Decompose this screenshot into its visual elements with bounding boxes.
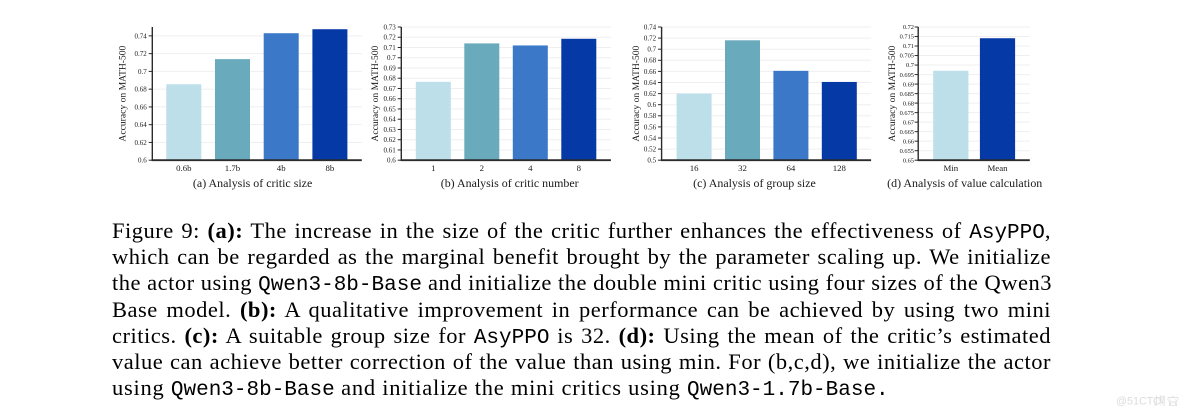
svg-text:8: 8 — [577, 163, 582, 173]
svg-text:64: 64 — [787, 163, 796, 173]
svg-text:32: 32 — [738, 163, 747, 173]
svg-text:0.7: 0.7 — [138, 68, 147, 76]
svg-text:0.68: 0.68 — [644, 57, 657, 65]
svg-text:0.7: 0.7 — [647, 46, 656, 54]
svg-text:0.6: 0.6 — [387, 157, 396, 165]
svg-text:0.74: 0.74 — [644, 23, 657, 31]
svg-text:0.72: 0.72 — [135, 50, 148, 58]
svg-text:0.66: 0.66 — [644, 68, 657, 76]
svg-text:0.715: 0.715 — [900, 34, 914, 41]
svg-text:0.655: 0.655 — [900, 148, 914, 155]
svg-text:0.52: 0.52 — [644, 145, 657, 153]
svg-text:0.64: 0.64 — [644, 79, 657, 87]
svg-text:0.64: 0.64 — [384, 116, 397, 124]
svg-text:Accuracy on MATH-500: Accuracy on MATH-500 — [370, 45, 381, 141]
svg-text:0.66: 0.66 — [903, 138, 914, 145]
svg-text:0.5: 0.5 — [647, 157, 656, 165]
svg-text:0.66: 0.66 — [384, 95, 397, 103]
svg-text:0.69: 0.69 — [903, 81, 914, 88]
svg-text:0.71: 0.71 — [903, 43, 914, 50]
svg-text:0.54: 0.54 — [644, 134, 657, 142]
svg-text:0.665: 0.665 — [900, 129, 914, 136]
svg-text:Accuracy on MATH-500: Accuracy on MATH-500 — [631, 45, 642, 141]
svg-text:(a) Analysis of critic size: (a) Analysis of critic size — [193, 176, 312, 190]
svg-text:Accuracy on MATH-500: Accuracy on MATH-500 — [117, 45, 128, 141]
svg-text:2: 2 — [480, 163, 484, 173]
svg-text:0.73: 0.73 — [384, 23, 397, 31]
svg-text:0.63: 0.63 — [384, 126, 397, 134]
svg-text:0.62: 0.62 — [135, 139, 148, 147]
svg-text:0.62: 0.62 — [644, 90, 657, 98]
svg-text:0.7: 0.7 — [387, 54, 396, 62]
svg-text:0.675: 0.675 — [900, 110, 914, 117]
svg-text:0.65: 0.65 — [903, 157, 914, 164]
svg-text:8b: 8b — [326, 163, 335, 173]
svg-text:0.705: 0.705 — [900, 53, 914, 60]
svg-text:0.6: 0.6 — [647, 101, 656, 109]
svg-text:0.71: 0.71 — [384, 44, 397, 52]
svg-text:0.6: 0.6 — [138, 157, 147, 165]
svg-text:0.56: 0.56 — [644, 123, 657, 131]
svg-text:(c) Analysis of group size: (c) Analysis of group size — [693, 176, 816, 190]
svg-text:0.72: 0.72 — [903, 24, 914, 31]
svg-text:Accuracy on MATH-500: Accuracy on MATH-500 — [887, 45, 898, 141]
svg-text:0.61: 0.61 — [384, 146, 397, 154]
svg-text:4: 4 — [528, 163, 533, 173]
svg-text:0.58: 0.58 — [644, 112, 657, 120]
svg-text:0.64: 0.64 — [135, 121, 148, 129]
svg-text:0.67: 0.67 — [384, 85, 397, 93]
svg-text:0.69: 0.69 — [384, 64, 397, 72]
svg-text:0.74: 0.74 — [135, 32, 148, 40]
svg-text:Min: Min — [943, 163, 958, 173]
svg-text:0.68: 0.68 — [903, 100, 914, 107]
svg-text:1.7b: 1.7b — [225, 163, 241, 173]
svg-text:0.67: 0.67 — [903, 119, 915, 126]
svg-text:0.685: 0.685 — [900, 91, 914, 98]
svg-text:128: 128 — [833, 163, 847, 173]
svg-text:0.62: 0.62 — [384, 136, 397, 144]
svg-text:0.695: 0.695 — [900, 72, 914, 79]
svg-text:(b) Analysis of critic number: (b) Analysis of critic number — [441, 176, 579, 190]
svg-text:16: 16 — [690, 163, 699, 173]
svg-text:1: 1 — [431, 163, 435, 173]
svg-text:0.68: 0.68 — [384, 75, 397, 83]
svg-text:0.65: 0.65 — [384, 105, 397, 113]
svg-text:0.68: 0.68 — [135, 86, 148, 94]
svg-text:0.72: 0.72 — [384, 34, 397, 42]
svg-text:0.6b: 0.6b — [176, 163, 192, 173]
svg-text:0.7: 0.7 — [906, 62, 915, 69]
svg-text:0.72: 0.72 — [644, 34, 657, 42]
svg-text:0.66: 0.66 — [135, 103, 148, 111]
svg-text:@51CTO: @51CTO — [1116, 396, 1162, 408]
svg-text:Mean: Mean — [987, 163, 1008, 173]
svg-text:4b: 4b — [277, 163, 286, 173]
svg-text:(d) Analysis of value calculat: (d) Analysis of value calculation — [887, 176, 1042, 190]
